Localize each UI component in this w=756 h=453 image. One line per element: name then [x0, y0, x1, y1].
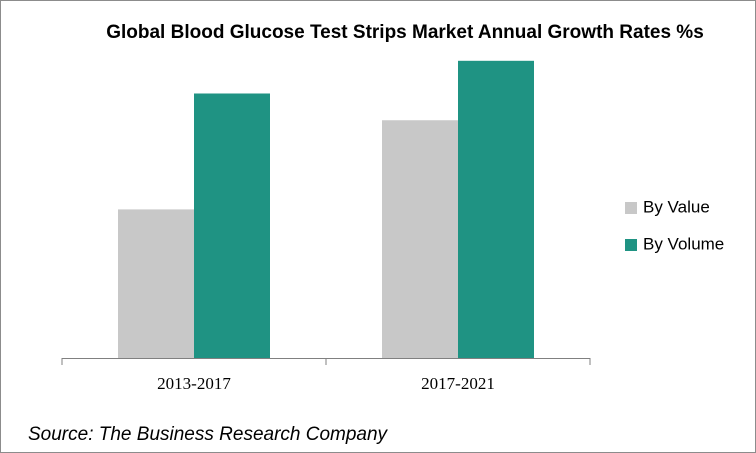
- bar: [382, 120, 458, 359]
- source-note: Source: The Business Research Company: [28, 424, 389, 445]
- legend-swatch: [625, 239, 637, 251]
- x-tick-label: 2017-2021: [421, 374, 495, 393]
- legend-label: By Value: [643, 197, 710, 216]
- legend-swatch: [625, 202, 637, 214]
- bar: [458, 60, 534, 358]
- x-tick-label: 2013-2017: [157, 374, 231, 393]
- legend-label: By Volume: [643, 234, 724, 253]
- chart-title: Global Blood Glucose Test Strips Market …: [106, 22, 704, 43]
- bar: [118, 209, 194, 358]
- bar: [194, 93, 270, 358]
